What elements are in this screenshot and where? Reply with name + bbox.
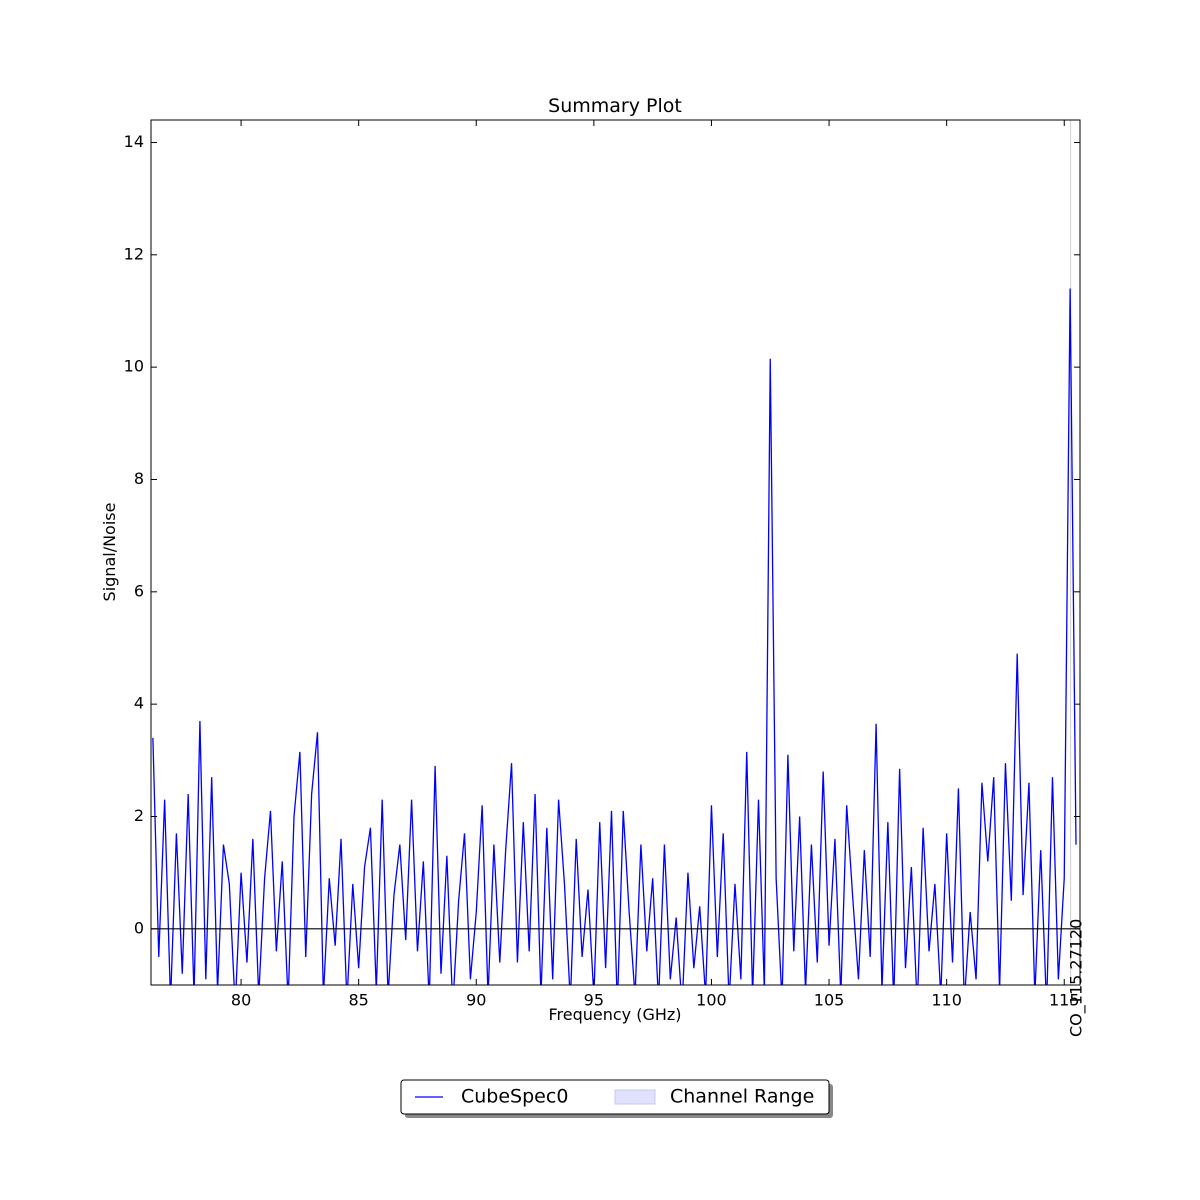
- y-tick-label: 12: [124, 244, 144, 263]
- x-tick-label: 105: [814, 991, 845, 1010]
- legend-label: CubeSpec0: [461, 1086, 568, 1108]
- y-tick-label: 10: [124, 357, 144, 376]
- x-tick-label: 110: [931, 991, 962, 1010]
- y-tick-label: 4: [134, 694, 144, 713]
- legend: CubeSpec0 Channel Range: [400, 1079, 833, 1118]
- series-line: [152, 288, 1077, 985]
- y-axis-label: Signal/Noise: [100, 503, 119, 602]
- axes: CO_115.27120 80 85 90 95 100 105 110 115 0 2 4 6 8 10 1…: [124, 119, 1087, 1037]
- x-tick-label: 100: [696, 991, 727, 1010]
- y-tick-label: 6: [134, 581, 144, 600]
- x-tick-label: 115: [1049, 991, 1080, 1010]
- y-tick-label: 14: [124, 132, 144, 151]
- y-tick-label: 0: [134, 918, 144, 937]
- chart-title: Summary Plot: [548, 95, 682, 117]
- x-tick-label: 80: [231, 991, 251, 1010]
- y-tick-label: 8: [134, 469, 144, 488]
- x-axis-label: Frequency (GHz): [548, 1005, 681, 1024]
- legend-label: Channel Range: [670, 1086, 814, 1108]
- marker-label: CO_115.27120: [1067, 919, 1087, 1037]
- axes-frame: [150, 119, 1081, 986]
- y-tick-label: 2: [134, 806, 144, 825]
- legend-swatch: [614, 1089, 656, 1105]
- x-tick-label: 95: [584, 991, 604, 1010]
- plot-area: [151, 120, 1080, 985]
- x-tick-label: 85: [348, 991, 368, 1010]
- x-tick-label: 90: [466, 991, 486, 1010]
